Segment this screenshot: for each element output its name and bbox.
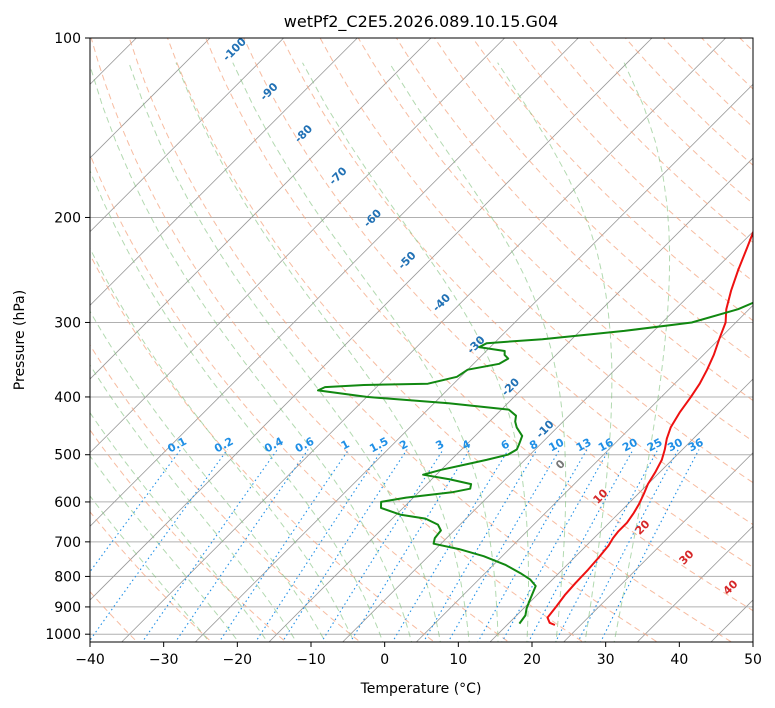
x-axis-label: Temperature (°C)	[360, 681, 482, 697]
moist-adiabat-line	[90, 64, 413, 642]
moist-adiabat-line	[232, 62, 499, 642]
mixing-ratio-line	[554, 449, 659, 642]
isotherm-line	[415, 304, 753, 642]
moist-adiabat-line	[90, 495, 211, 642]
y-axis: 100 200 300 400 500 600 700 800 900 1000	[45, 31, 90, 643]
mixing-ratio-line	[577, 449, 679, 642]
mixing-ratio-label: 36	[686, 436, 706, 455]
x-tick-label: 50	[744, 652, 762, 668]
dewpoint-profile-line	[317, 301, 753, 625]
mixing-ratio-line	[90, 449, 182, 573]
moist-adiabat-line	[613, 62, 671, 642]
mixing-ratio-line	[501, 449, 610, 642]
y-tick-label: 600	[54, 495, 81, 511]
isotherm-line	[90, 38, 358, 306]
mixing-ratio-line	[281, 449, 408, 642]
moist-adiabat-line	[128, 62, 441, 642]
mixing-ratio-line	[447, 449, 561, 642]
moist-adiabat-line	[175, 62, 470, 642]
isotherm-line	[90, 38, 432, 380]
mixing-ratio-label: 30	[665, 436, 685, 455]
mixing-ratio-line	[174, 449, 309, 642]
x-tick-label: −30	[149, 652, 179, 668]
mixing-ratio-line	[477, 449, 588, 642]
dry-adiabat-line	[128, 38, 659, 642]
isotherm-line	[90, 38, 211, 159]
y-tick-label: 400	[54, 390, 81, 406]
dry-adiabat-line	[167, 38, 733, 642]
temperature-profile-line	[546, 229, 753, 626]
dry-adiabat-line	[243, 38, 753, 568]
mixing-ratio-label: 25	[645, 436, 665, 455]
profile-series	[317, 229, 753, 626]
isotherm-line	[563, 452, 753, 642]
moist-adiabat-line	[497, 62, 613, 642]
y-tick-label: 200	[54, 210, 81, 226]
mixing-ratio-label: 10	[547, 436, 567, 455]
x-tick-label: −40	[75, 652, 105, 668]
mixing-ratio-line	[254, 449, 383, 642]
moist-adiabat-line	[90, 169, 384, 642]
y-tick-label: 800	[54, 569, 81, 585]
dry-adiabat-line	[90, 511, 213, 642]
moist-adiabat-line	[90, 411, 269, 642]
mixing-ratio-label: 16	[596, 436, 616, 455]
moist-adiabat-line	[90, 455, 240, 642]
mixing-ratio-line	[527, 449, 634, 642]
x-tick-label: 10	[449, 652, 467, 668]
plot-frame	[89, 37, 754, 643]
isotherm-line	[90, 38, 284, 233]
background-lines	[90, 38, 753, 642]
mixing-ratio-label: 20	[620, 436, 640, 455]
dry-adiabat-line	[472, 38, 753, 322]
moist-adiabat-line	[388, 62, 567, 642]
isotherm-line	[121, 38, 726, 642]
moist-adiabat-line	[90, 364, 298, 642]
isotherm-line	[489, 378, 753, 642]
x-tick-label: −10	[296, 652, 326, 668]
x-tick-label: 20	[523, 652, 541, 668]
mixing-ratio-line	[349, 449, 471, 642]
x-tick-label: −20	[223, 652, 253, 668]
mixing-ratio-line	[422, 449, 538, 642]
y-tick-label: 300	[54, 315, 81, 331]
isotherm-line	[90, 38, 579, 527]
mixing-ratio-line	[141, 449, 278, 642]
mixing-ratio-label: 13	[574, 436, 594, 455]
x-tick-label: 30	[597, 652, 615, 668]
y-tick-label: 1000	[45, 627, 81, 643]
mixing-ratio-line	[320, 449, 444, 642]
isotherm-line	[636, 525, 753, 642]
x-tick-label: 40	[670, 652, 688, 668]
x-axis: −40 −30 −20 −10 0 10 20 30 40 50	[75, 642, 762, 668]
isotherm-line	[90, 38, 505, 454]
y-tick-label: 100	[54, 31, 81, 47]
y-tick-label: 900	[54, 600, 81, 616]
dry-adiabat-line	[205, 38, 753, 612]
dry-adiabat-line	[281, 38, 753, 526]
isotherm-line	[90, 38, 653, 601]
moist-adiabat-line	[90, 247, 355, 642]
x-tick-label: 0	[380, 652, 389, 668]
mixing-ratio-line	[391, 449, 509, 642]
y-axis-label: Pressure (hPa)	[12, 290, 28, 390]
dry-adiabat-line	[90, 153, 510, 642]
y-tick-label: 700	[54, 535, 81, 551]
chart-title: wetPf2_C2E5.2026.089.10.15.G04	[284, 12, 558, 32]
y-tick-label: 500	[54, 448, 81, 464]
